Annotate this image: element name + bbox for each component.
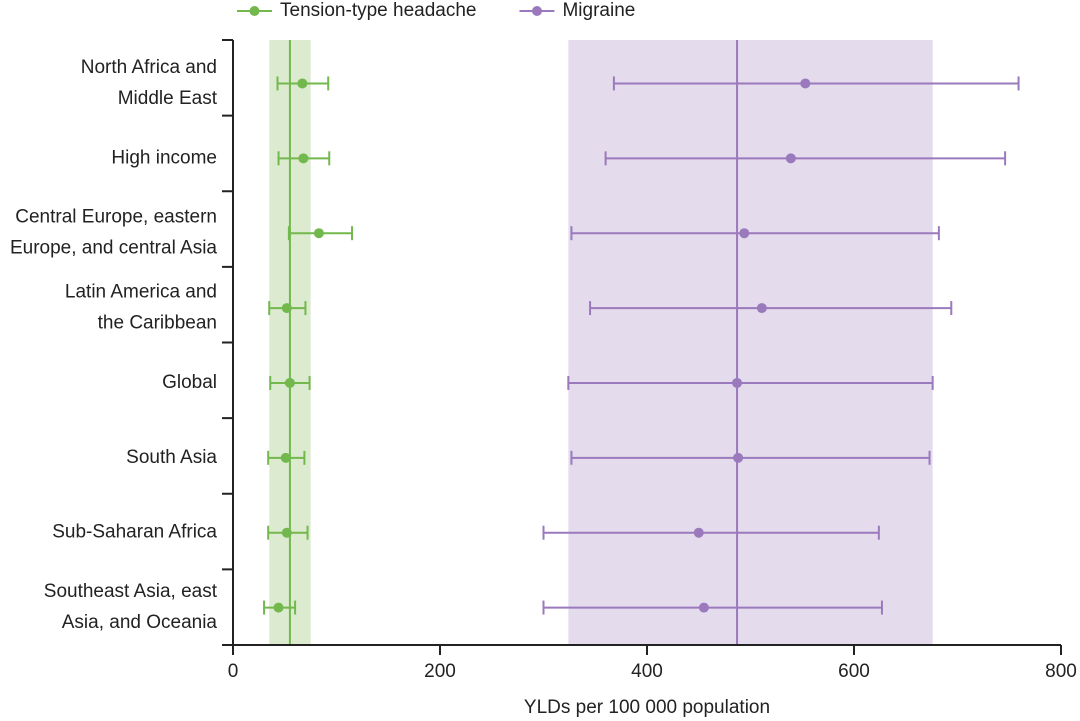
point [756,303,767,314]
category-label: Global [162,372,217,393]
category-label: South Asia [126,447,217,468]
x-tick-label: 400 [631,661,663,682]
point [297,78,308,89]
category-label: High income [111,147,217,168]
point [698,602,709,613]
point [732,377,743,388]
point [313,228,324,239]
point [284,377,295,388]
category-label: Sub-Saharan Africa [52,522,217,543]
category-label: Asia, and Oceania [62,612,218,633]
category-label: North Africa and [81,57,217,78]
legend-label: Tension-type headache [280,0,476,21]
category-label: Middle East [118,88,218,109]
point [281,303,292,314]
legend-marker [249,6,260,16]
legend-marker [531,6,542,16]
x-tick-label: 600 [838,661,870,682]
legend-label: Migraine [562,0,635,21]
point [733,452,744,463]
point [281,527,292,538]
point [273,602,284,613]
category-label: Southeast Asia, east [44,581,218,602]
point [739,228,750,239]
x-tick-label: 800 [1045,661,1077,682]
point [800,78,811,89]
x-tick-label: 200 [424,661,456,682]
category-label: Latin America and [65,282,217,303]
x-axis-label: YLDs per 100 000 population [524,697,770,718]
point [693,527,704,538]
point [280,452,291,463]
category-label: the Caribbean [98,313,217,334]
point [785,153,796,164]
uncertainty-band [568,40,933,645]
category-label: Central Europe, eastern [15,207,217,228]
category-label: Europe, and central Asia [10,238,217,259]
point [298,153,309,164]
x-tick-label: 0 [228,661,239,682]
